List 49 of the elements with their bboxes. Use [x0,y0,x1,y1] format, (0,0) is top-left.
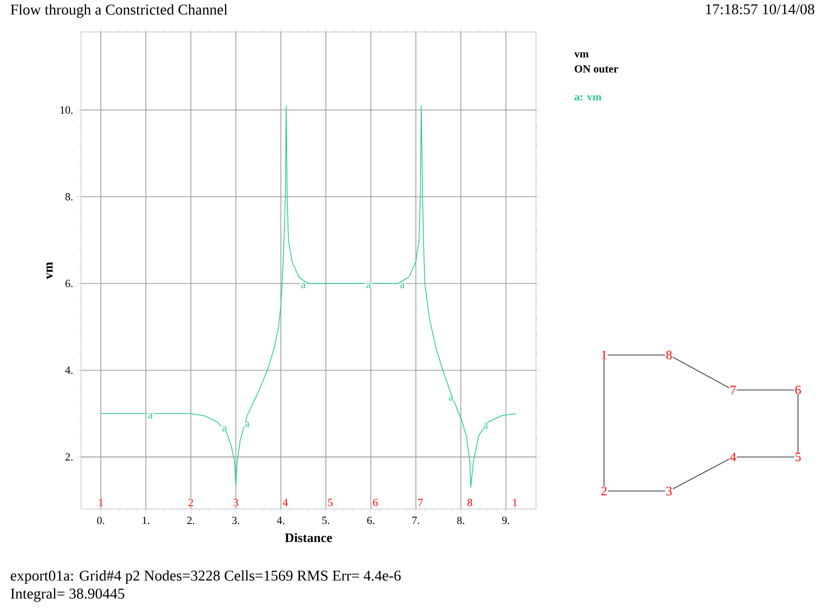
y-tick-label: 8. [65,193,73,200]
text: 6 [795,386,801,394]
annotation: a [222,426,227,432]
annotation: 7 [418,498,423,506]
annotation: a [366,283,371,288]
annotation: 3 [234,498,238,506]
text: 1 [602,350,606,360]
y-tick-label: 2. [66,453,73,461]
text: 8 [666,350,672,360]
annotation: a [245,422,250,428]
text: Integral= 38.90445 [10,588,124,602]
x-tick-label: 3. [232,516,240,524]
x-tick-label: 5. [322,516,330,524]
x-tick-label: 7. [412,516,420,524]
annotation: 6 [373,498,378,506]
annotation: a [148,413,153,418]
x-tick-label: 9. [502,516,510,524]
annotation: 1 [513,498,517,506]
annotation: 8 [468,498,472,506]
x-tick-label: 4. [276,516,284,524]
y-tick-label: 10. [60,106,73,114]
x-tick-label: 0. [97,516,104,524]
text: vm [574,52,589,58]
text: 3 [666,486,672,496]
x-tick-label: 2. [187,516,194,524]
y-axis-title: vm [46,262,53,280]
x-tick-label: 1. [142,516,150,524]
annotation: 5 [328,498,333,506]
annotation: 2 [188,498,193,506]
x-tick-label: 8. [457,516,464,524]
text: a: vm [574,95,602,101]
y-tick-label: 4. [65,366,73,374]
annotation: 1 [99,498,103,506]
x-tick-label: 6. [367,516,374,524]
annotation: 4 [282,498,288,506]
text: export01a: Grid#4 p2 Nodes=3228 Cells=1569 RMS Err= 4.4e-6 [10,570,401,584]
text: 17:18:57 10/14/08 [706,4,814,14]
annotation: a [484,424,488,429]
annotation: a [448,395,454,401]
annotation: a [301,283,306,288]
y-tick-label: 6. [65,280,73,288]
text: 7 [730,386,736,394]
chart-title: Flow through a Constricted Channel [10,4,228,18]
text: ON outer [574,65,618,73]
text: 5 [796,452,801,462]
annotation: a [400,283,405,288]
text: 4 [730,452,736,462]
x-axis-title: Distance [285,533,332,542]
text: 2 [601,486,607,496]
